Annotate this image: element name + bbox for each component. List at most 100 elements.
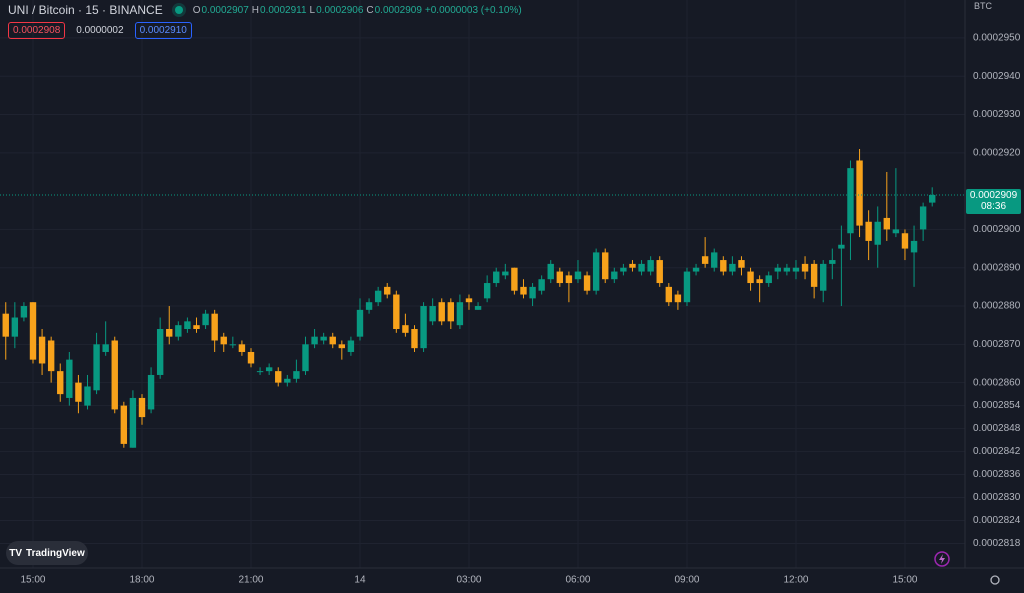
candle-body [311,336,318,345]
candle-body [329,336,336,345]
candle-body [166,329,173,337]
candle-body [402,325,409,333]
candle-body [384,286,391,295]
candle-body [874,221,881,245]
candle-body [202,313,209,326]
candle-body [919,206,927,230]
candle-body [284,378,291,383]
y-tick-label: 0.0002854 [973,400,1021,411]
candle-body [275,371,282,383]
legend-label: O [192,4,201,16]
candle-body [865,221,872,241]
x-tick-label: 14 [354,575,366,586]
candle-body [929,194,936,203]
x-tick-label: 18:00 [129,575,154,586]
symbol-header: UNI / Bitcoin · 15 · BINANCE O 0.0002907 … [8,3,525,17]
settings-button[interactable] [990,575,1000,585]
y-tick-label: 0.0002900 [973,224,1021,235]
candle-body [520,286,527,295]
candle-body [692,267,700,272]
legend-label: C [366,4,374,16]
candle-body [129,397,137,448]
candle-body [456,302,464,326]
y-tick-label: 0.0002836 [973,469,1021,480]
candle-body [829,260,836,264]
candle-body [302,344,309,372]
x-tick-label: 09:00 [674,575,699,586]
candle-body [11,317,19,337]
candle-body [583,275,591,291]
candle-body [420,306,427,349]
x-tick-label: 12:00 [783,575,808,586]
candle-body [820,263,827,291]
y-tick-label: 0.0002870 [973,339,1021,350]
y-tick-label: 0.0002890 [973,262,1021,273]
candle-body [783,267,791,272]
candle-body [547,263,554,280]
candle-body [211,313,218,341]
candle-body [338,344,346,349]
x-tick-label: 21:00 [238,575,263,586]
candle-body [238,344,246,352]
currency-selector[interactable]: BTC [974,1,992,11]
legend-label: H [251,4,260,16]
last-price: 0.0002909 [969,190,1018,201]
candle-body [57,371,64,395]
candle-body [611,271,618,280]
legend-value: 0.0002911 [260,4,307,16]
candle-body [447,302,455,322]
candle-body [147,374,155,410]
candle-body [474,306,482,310]
lightning-button[interactable] [934,551,950,567]
candle-body [2,313,9,337]
candle-body [20,306,28,318]
sell-button[interactable]: 0.0002908 [8,22,66,39]
candle-body [883,217,891,230]
candle-body [674,294,682,303]
watermark-logo[interactable]: TV TradingView [6,541,88,565]
last-price-label: 0.0002909 08:36 [966,189,1021,214]
candle-body [647,260,654,272]
candle-body [265,367,273,372]
candle-body [556,271,564,284]
y-tick-label: 0.0002940 [973,71,1021,82]
candle-body [747,271,754,284]
candle-body [838,244,845,249]
market-status[interactable] [174,6,183,14]
candle-body [320,336,327,341]
spread: 0.0000002 [76,25,124,36]
candle-body [465,298,473,303]
lightning-icon [939,554,945,564]
candle-body [765,275,772,284]
candle-body [429,306,436,322]
buy-button[interactable]: 0.0002910 [134,22,192,39]
candle-body [365,302,373,310]
y-tick-label: 0.0002824 [973,515,1021,526]
y-tick-label: 0.0002842 [973,446,1021,457]
candle-body [220,336,227,345]
x-tick-label: 06:00 [565,575,590,586]
candle-body [620,267,627,272]
candle-body [538,279,545,291]
candle-body [29,302,37,360]
candle-body [665,286,673,303]
candle-body [229,344,237,346]
candle-body [75,382,82,402]
candle-body [438,302,445,322]
candle-body [175,325,182,337]
candle-body [93,344,100,391]
candle-body [66,359,73,398]
candle-body [256,371,264,373]
candle-body [792,267,800,272]
candle-body [847,168,854,234]
candle-body [592,252,600,291]
candle-body [102,344,109,352]
candle-body [193,325,200,330]
candle-body [711,252,718,268]
candle-body [683,271,691,303]
candle-body [120,405,128,444]
y-tick-label: 0.0002930 [973,109,1021,120]
candle-body [720,260,727,272]
